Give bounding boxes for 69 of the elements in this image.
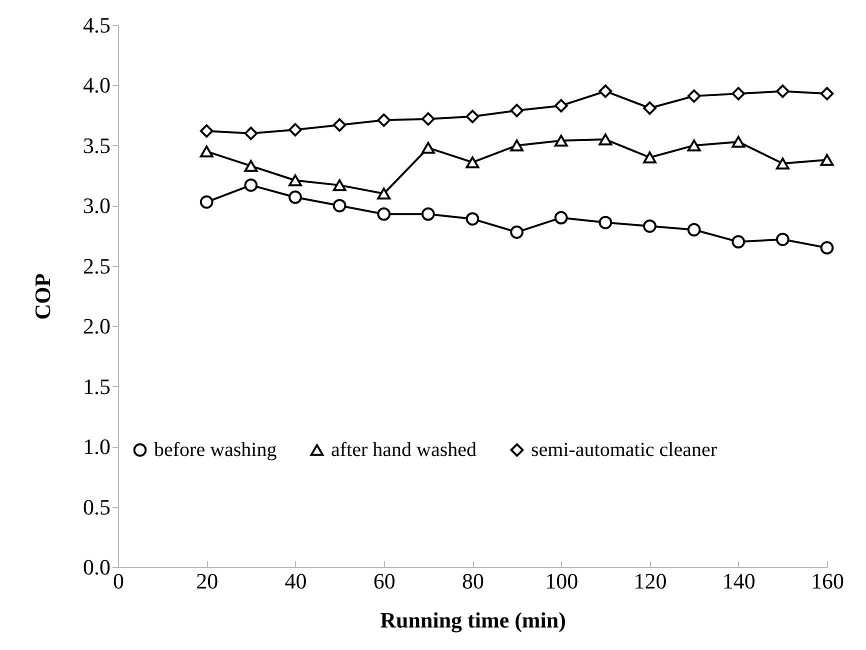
point <box>377 113 391 127</box>
point <box>244 178 258 192</box>
point <box>776 232 790 246</box>
legend-label: after hand washed <box>331 439 476 461</box>
point <box>332 198 346 212</box>
point <box>732 136 746 148</box>
point <box>820 86 834 100</box>
point <box>200 146 214 158</box>
point <box>466 156 480 168</box>
x-tick-label: 140 <box>722 568 756 594</box>
point <box>687 89 701 103</box>
point <box>421 207 435 221</box>
x-axis-title: Running time (min) <box>380 608 566 632</box>
point <box>554 211 568 224</box>
x-tick-label: 100 <box>545 568 578 594</box>
point <box>820 154 834 166</box>
legend-label: semi-automatic cleaner <box>531 439 718 461</box>
point <box>820 241 834 255</box>
point <box>332 179 346 192</box>
point <box>776 84 790 98</box>
y-tick-label: 2.0 <box>83 314 110 339</box>
y-tick-label: 3.5 <box>83 132 110 158</box>
legend-label: before washing <box>154 439 277 461</box>
point <box>732 86 746 100</box>
point <box>200 124 214 138</box>
point <box>510 104 524 118</box>
point <box>200 195 214 209</box>
point <box>643 101 656 115</box>
point <box>776 158 790 170</box>
point <box>421 112 435 126</box>
x-tick-label: 160 <box>811 568 844 594</box>
point <box>377 207 391 221</box>
point <box>288 123 302 136</box>
point <box>244 160 258 172</box>
y-tick-label: 1.0 <box>83 434 110 460</box>
y-tick-label: 4.0 <box>83 72 110 98</box>
point <box>466 212 480 226</box>
point <box>598 133 612 146</box>
y-tick-label: 2.5 <box>83 253 110 278</box>
point <box>244 126 258 140</box>
point <box>598 216 612 230</box>
y-tick-label: 0.0 <box>83 554 110 580</box>
point <box>598 84 612 98</box>
point <box>510 225 524 239</box>
x-tick-label: 20 <box>196 568 218 594</box>
point <box>687 223 701 236</box>
point <box>510 140 524 152</box>
y-tick-label: 1.5 <box>83 374 110 399</box>
point <box>732 235 746 248</box>
point <box>643 152 656 164</box>
point <box>466 110 480 124</box>
point <box>288 190 302 204</box>
y-axis-title: COP <box>30 273 55 320</box>
x-tick-label: 120 <box>634 568 667 594</box>
point <box>643 219 656 233</box>
point <box>377 188 391 200</box>
point <box>288 174 302 186</box>
x-tick-label: 80 <box>462 568 484 594</box>
y-tick-label: 3.0 <box>83 193 110 218</box>
point <box>554 98 568 112</box>
x-tick-label: 40 <box>284 568 307 594</box>
y-tick-label: 4.5 <box>83 12 110 38</box>
x-tick-label: 0 <box>113 568 124 594</box>
point <box>332 118 346 132</box>
point <box>687 140 701 152</box>
x-tick-label: 60 <box>373 568 396 594</box>
point <box>554 134 568 147</box>
y-tick-label: 0.5 <box>83 494 110 520</box>
point <box>421 142 435 154</box>
